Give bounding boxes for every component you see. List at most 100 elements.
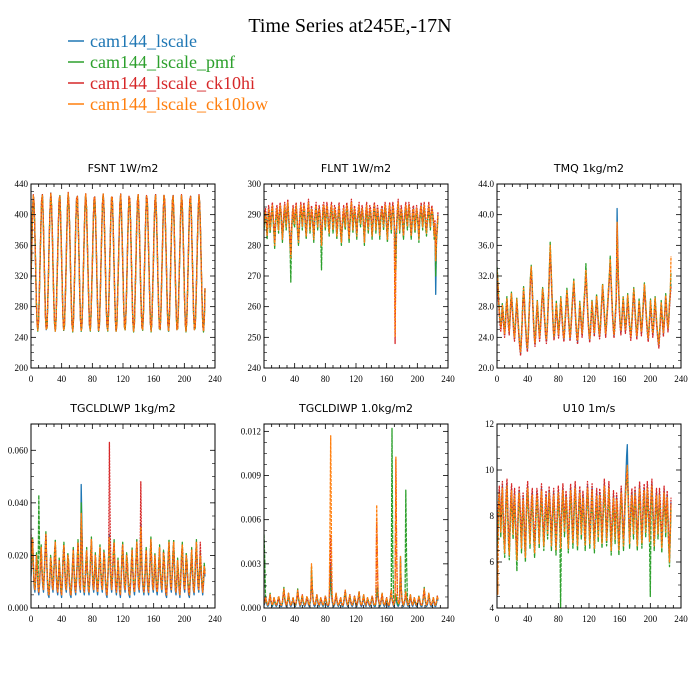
y-tick-label: 0.009 [241,471,262,481]
x-tick-label: 160 [613,374,627,384]
x-tick-label: 0 [29,374,34,384]
y-tick-label: 270 [248,271,262,281]
series-line-3 [31,191,206,332]
y-tick-label: 280 [15,302,29,312]
panel-title: TGCLDIWP 1.0kg/m2 [298,402,413,415]
series-line-2 [264,427,439,606]
x-tick-label: 80 [88,614,98,624]
series-group [264,198,439,345]
x-tick-label: 200 [411,614,425,624]
legend-label: cam144_lscale_ck10low [90,94,268,114]
series-line-4 [264,435,439,606]
y-tick-label: 40.0 [478,210,494,220]
chart-panel: FLNT 1W/m2 0 40 80 120 160 200 240 240 250 260 270 2… [248,162,456,384]
x-tick-label: 0 [29,614,34,624]
y-tick-label: 28.0 [478,302,494,312]
y-tick-label: 360 [15,240,29,250]
y-tick-label: 260 [248,302,262,312]
y-tick-label: 200 [15,363,29,373]
x-tick-label: 120 [116,374,130,384]
x-tick-label: 40 [57,614,67,624]
x-tick-label: 240 [441,374,455,384]
legend: cam144_lscalecam144_lscale_pmfcam144_lsc… [68,31,268,114]
chart-panel: U10 1m/s 0 40 80 120 160 200 240 4 6 8 10 12 [485,402,688,624]
y-tick-label: 32.0 [478,271,494,281]
series-group [497,444,672,608]
series-line-4 [497,464,672,595]
y-tick-label: 240 [15,332,29,342]
x-tick-label: 240 [674,374,688,384]
series-line-4 [31,512,206,596]
x-tick-label: 200 [411,374,425,384]
legend-label: cam144_lscale_ck10hi [90,73,255,93]
series-line-3 [264,458,439,606]
x-tick-label: 240 [208,614,222,624]
x-tick-label: 80 [321,614,331,624]
x-tick-label: 240 [441,614,455,624]
x-tick-label: 120 [582,374,596,384]
panel-title: FSNT 1W/m2 [88,162,159,175]
legend-item: cam144_lscale_pmf [68,52,235,72]
y-tick-label: 12 [485,419,494,429]
y-tick-label: 8 [490,511,495,521]
y-tick-label: 0.012 [241,426,261,436]
plot-frame [263,423,449,609]
x-tick-label: 0 [495,614,500,624]
y-tick-label: 0.006 [241,515,262,525]
panel-title: U10 1m/s [563,402,616,415]
y-tick-label: 300 [248,179,262,189]
series-group [497,207,672,357]
x-tick-label: 120 [582,614,596,624]
y-tick-label: 36.0 [478,240,494,250]
y-tick-label: 4 [490,603,495,613]
y-tick-label: 400 [15,210,29,220]
legend-item: cam144_lscale_ck10hi [68,73,255,93]
y-tick-label: 44.0 [478,179,494,189]
series-group [264,427,439,608]
chart-panel: TGCLDLWP 1kg/m2 0 40 80 120 160 200 240 0.000 0.0… [8,402,223,624]
y-tick-label: 0.040 [8,498,29,508]
x-tick-label: 40 [523,374,533,384]
y-tick-label: 440 [15,179,29,189]
series-group [31,191,206,333]
chart-panel: TGCLDIWP 1.0kg/m2 0 40 80 120 160 200 240 0.000 0… [241,402,456,624]
panels: FSNT 1W/m20 40 80 120 160 200 2402002402803203… [8,162,689,624]
x-tick-label: 240 [208,374,222,384]
x-tick-label: 200 [644,374,658,384]
x-tick-label: 160 [380,614,394,624]
x-tick-label: 120 [349,374,363,384]
panel-title: TMQ 1kg/m2 [553,162,624,175]
series-line-4 [264,201,439,338]
x-tick-label: 40 [57,374,67,384]
y-tick-label: 0.020 [8,550,29,560]
x-tick-label: 0 [262,374,267,384]
series-line-2 [497,469,672,608]
y-tick-label: 240 [248,363,262,373]
y-tick-label: 20.0 [478,363,494,373]
x-tick-label: 160 [147,374,161,384]
chart-panel: FSNT 1W/m2 0 40 80 120 160 200 240 200 240 280 320 3… [15,162,223,384]
x-tick-label: 80 [321,374,331,384]
y-tick-label: 0.000 [8,603,29,613]
y-tick-label: 320 [15,271,29,281]
series-line-3 [264,198,439,345]
x-tick-label: 240 [674,614,688,624]
series-group [31,441,206,599]
x-tick-label: 120 [116,614,130,624]
x-tick-label: 40 [523,614,533,624]
y-tick-label: 280 [248,240,262,250]
panel-title: FLNT 1W/m2 [321,162,391,175]
series-line-4 [497,221,672,353]
x-tick-label: 200 [644,614,658,624]
legend-label: cam144_lscale_pmf [90,52,235,72]
x-tick-label: 80 [88,374,98,384]
x-tick-label: 0 [495,374,500,384]
series-line-2 [31,494,206,593]
y-tick-label: 24.0 [478,332,494,342]
y-tick-label: 0.060 [8,445,29,455]
x-tick-label: 80 [554,614,564,624]
x-tick-label: 0 [262,614,267,624]
x-tick-label: 40 [290,614,300,624]
series-line-1 [497,207,672,355]
